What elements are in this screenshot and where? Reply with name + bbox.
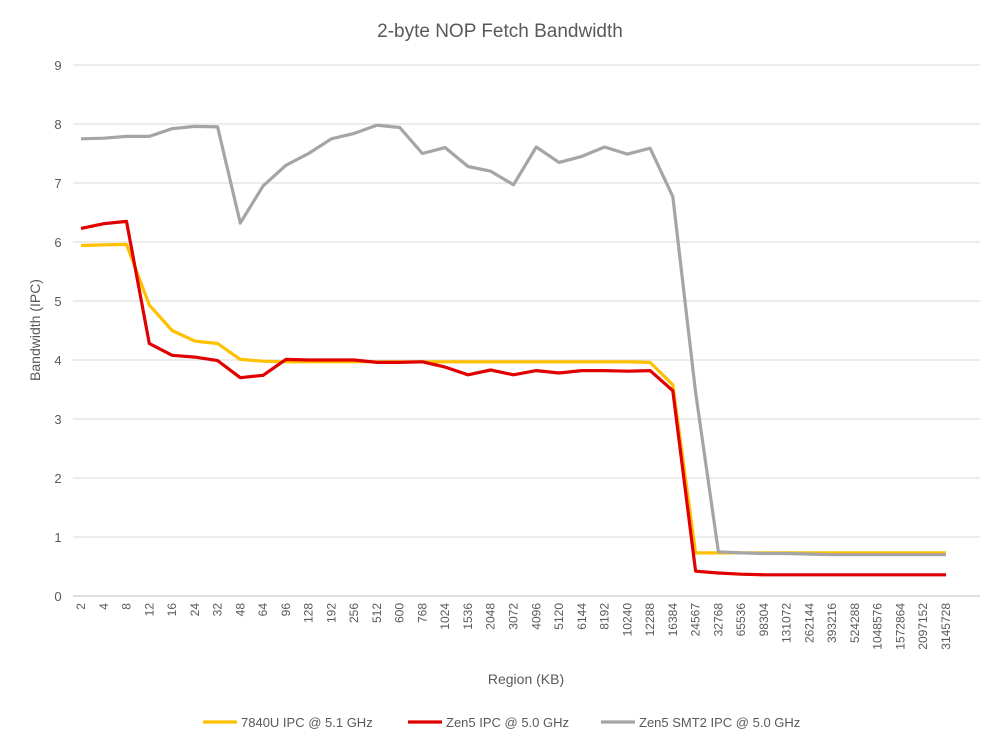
x-tick-label: 8192 <box>598 603 612 630</box>
x-tick-label: 16 <box>165 603 179 617</box>
x-tick-label: 8 <box>120 603 134 610</box>
x-axis-label: Region (KB) <box>488 671 564 687</box>
x-tick-label: 1536 <box>461 603 475 630</box>
x-tick-label: 131072 <box>780 603 794 643</box>
legend-item: Zen5 SMT2 IPC @ 5.0 GHz <box>601 715 800 730</box>
x-tick-label: 6144 <box>575 603 589 630</box>
y-tick-label: 4 <box>54 353 61 368</box>
x-tick-label: 1024 <box>438 603 452 630</box>
series-line-2 <box>80 219 946 577</box>
x-tick-label: 1572864 <box>893 603 907 650</box>
x-tick-label: 32768 <box>711 603 725 637</box>
legend-item: Zen5 IPC @ 5.0 GHz <box>408 715 569 730</box>
x-tick-label: 512 <box>370 603 384 623</box>
x-tick-label: 192 <box>324 603 338 623</box>
y-tick-label: 0 <box>54 589 61 604</box>
x-tick-label: 48 <box>233 603 247 617</box>
x-tick-label: 600 <box>393 603 407 623</box>
x-tick-label: 1048576 <box>871 603 885 650</box>
x-tick-label: 2048 <box>484 603 498 630</box>
x-tick-label: 262144 <box>802 603 816 643</box>
y-tick-label: 3 <box>54 412 61 427</box>
x-tick-label: 393216 <box>825 603 839 643</box>
y-tick-label: 7 <box>54 176 61 191</box>
x-tick-label: 10240 <box>620 603 634 637</box>
y-tick-label: 6 <box>54 235 61 250</box>
legend-label: Zen5 SMT2 IPC @ 5.0 GHz <box>639 715 800 730</box>
x-tick-label: 3145728 <box>939 603 953 650</box>
x-axis-ticks: 2 4 8 12 16 24 32 48 64 96 128 192 256 512 600 768 1024 1… <box>74 603 953 650</box>
series-line-3 <box>80 123 946 557</box>
x-tick-label: 3072 <box>507 603 521 630</box>
legend-label: Zen5 IPC @ 5.0 GHz <box>446 715 569 730</box>
chart-title: 2-byte NOP Fetch Bandwidth <box>377 21 623 42</box>
x-tick-label: 128 <box>302 603 316 623</box>
x-tick-label: 65536 <box>734 603 748 637</box>
x-tick-label: 2 <box>74 603 88 610</box>
legend-item: 7840U IPC @ 5.1 GHz <box>203 715 373 730</box>
x-tick-label: 12 <box>142 603 156 617</box>
x-tick-label: 524288 <box>848 603 862 643</box>
y-axis-ticks: 0 1 2 3 4 5 6 7 8 9 <box>54 58 61 604</box>
y-tick-label: 1 <box>54 530 61 545</box>
series-lines <box>80 123 946 577</box>
x-tick-label: 2097152 <box>916 603 930 650</box>
x-tick-label: 5120 <box>552 603 566 630</box>
legend-label: 7840U IPC @ 5.1 GHz <box>241 715 373 730</box>
x-tick-label: 24 <box>188 603 202 617</box>
y-tick-label: 2 <box>54 471 61 486</box>
x-tick-label: 16384 <box>666 603 680 637</box>
series-line-1 <box>80 242 946 555</box>
y-tick-label: 5 <box>54 294 61 309</box>
x-tick-label: 4096 <box>529 603 543 630</box>
x-tick-label: 768 <box>415 603 429 623</box>
legend: 7840U IPC @ 5.1 GHz Zen5 IPC @ 5.0 GHz Zen… <box>203 715 800 730</box>
x-tick-label: 24567 <box>689 603 703 637</box>
x-tick-label: 256 <box>347 603 361 623</box>
x-tick-label: 32 <box>211 603 225 617</box>
y-axis-label: Bandwidth (IPC) <box>27 279 43 381</box>
y-tick-label: 8 <box>54 117 61 132</box>
x-tick-label: 98304 <box>757 603 771 637</box>
x-tick-label: 12288 <box>643 603 657 637</box>
gridlines <box>73 64 980 597</box>
x-tick-label: 96 <box>279 603 293 617</box>
x-tick-label: 4 <box>97 603 111 610</box>
x-tick-label: 64 <box>256 603 270 617</box>
y-tick-label: 9 <box>54 58 61 73</box>
